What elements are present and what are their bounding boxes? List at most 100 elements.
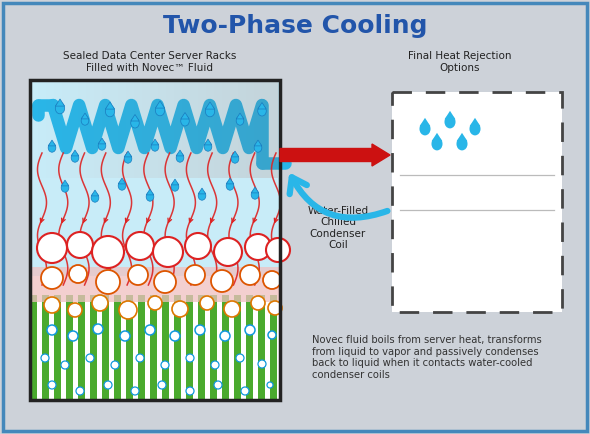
Bar	[102, 81, 106, 178]
Bar	[238, 81, 242, 178]
Bar	[90, 295, 97, 400]
Circle shape	[86, 354, 94, 362]
Circle shape	[200, 296, 214, 310]
Bar	[30, 81, 34, 178]
Bar	[198, 295, 205, 400]
Circle shape	[195, 325, 205, 335]
Polygon shape	[457, 133, 467, 141]
Bar	[270, 81, 274, 178]
Bar	[274, 81, 278, 178]
Bar	[166, 81, 170, 178]
Circle shape	[69, 265, 87, 283]
Bar	[42, 295, 49, 400]
Circle shape	[161, 361, 169, 369]
Bar	[266, 81, 270, 178]
Ellipse shape	[251, 190, 259, 199]
Bar	[54, 295, 61, 400]
Bar	[58, 81, 62, 178]
Polygon shape	[470, 118, 480, 126]
Circle shape	[214, 238, 242, 266]
Bar	[230, 81, 234, 178]
Circle shape	[154, 271, 176, 293]
Circle shape	[153, 237, 183, 267]
Bar	[46, 81, 50, 178]
Bar	[30, 295, 37, 400]
Bar	[66, 81, 70, 178]
Ellipse shape	[155, 105, 165, 116]
Ellipse shape	[236, 116, 244, 125]
Bar	[34, 81, 38, 178]
Bar	[66, 295, 73, 400]
Circle shape	[111, 361, 119, 369]
Bar	[78, 81, 82, 178]
Circle shape	[47, 325, 57, 335]
Polygon shape	[48, 140, 56, 146]
Ellipse shape	[55, 103, 65, 114]
Circle shape	[68, 303, 82, 317]
Circle shape	[48, 381, 56, 389]
Polygon shape	[55, 99, 65, 106]
Ellipse shape	[131, 118, 139, 128]
Bar	[182, 81, 186, 178]
Bar	[31, 267, 279, 302]
Circle shape	[268, 331, 276, 339]
Polygon shape	[118, 178, 126, 184]
Text: Dry Cooler: Dry Cooler	[448, 249, 506, 259]
Ellipse shape	[81, 116, 89, 125]
Bar	[262, 81, 266, 178]
Polygon shape	[98, 138, 106, 144]
Text: Sealed Data Center Server Racks
Filled with Novec™ Fluid: Sealed Data Center Server Racks Filled w…	[63, 51, 237, 73]
Polygon shape	[176, 150, 183, 156]
Bar	[54, 81, 58, 178]
Circle shape	[131, 387, 139, 395]
Circle shape	[68, 331, 78, 341]
Bar	[106, 81, 110, 178]
Circle shape	[170, 331, 180, 341]
Polygon shape	[151, 139, 159, 145]
Ellipse shape	[457, 138, 467, 151]
Circle shape	[41, 267, 63, 289]
Ellipse shape	[231, 154, 239, 163]
Bar	[174, 295, 181, 400]
Polygon shape	[204, 139, 212, 145]
Bar	[138, 295, 145, 400]
Bar	[218, 81, 222, 178]
Bar	[30, 80, 280, 400]
Bar	[186, 81, 190, 178]
Bar	[154, 81, 158, 178]
Circle shape	[241, 387, 249, 395]
Bar	[50, 81, 54, 178]
Polygon shape	[205, 102, 215, 109]
Bar	[258, 295, 265, 400]
Circle shape	[211, 270, 233, 292]
Circle shape	[96, 270, 120, 294]
Circle shape	[185, 265, 205, 285]
Polygon shape	[106, 102, 114, 109]
Ellipse shape	[71, 153, 79, 162]
Polygon shape	[155, 101, 165, 108]
Ellipse shape	[205, 106, 215, 117]
Bar	[210, 81, 214, 178]
Circle shape	[240, 265, 260, 285]
Circle shape	[136, 354, 144, 362]
Bar	[122, 81, 126, 178]
Ellipse shape	[151, 142, 159, 151]
Ellipse shape	[444, 115, 455, 128]
Bar	[102, 295, 109, 400]
Ellipse shape	[124, 154, 132, 163]
Ellipse shape	[419, 122, 431, 135]
Bar	[226, 81, 230, 178]
Circle shape	[104, 381, 112, 389]
Circle shape	[211, 361, 219, 369]
Polygon shape	[254, 140, 262, 146]
Polygon shape	[226, 178, 234, 184]
Circle shape	[41, 354, 49, 362]
Circle shape	[224, 301, 240, 317]
Polygon shape	[61, 180, 69, 186]
Bar	[162, 295, 169, 400]
Ellipse shape	[146, 192, 154, 201]
Bar	[270, 295, 277, 400]
Ellipse shape	[254, 143, 262, 152]
Ellipse shape	[106, 106, 114, 117]
Bar	[82, 81, 86, 178]
